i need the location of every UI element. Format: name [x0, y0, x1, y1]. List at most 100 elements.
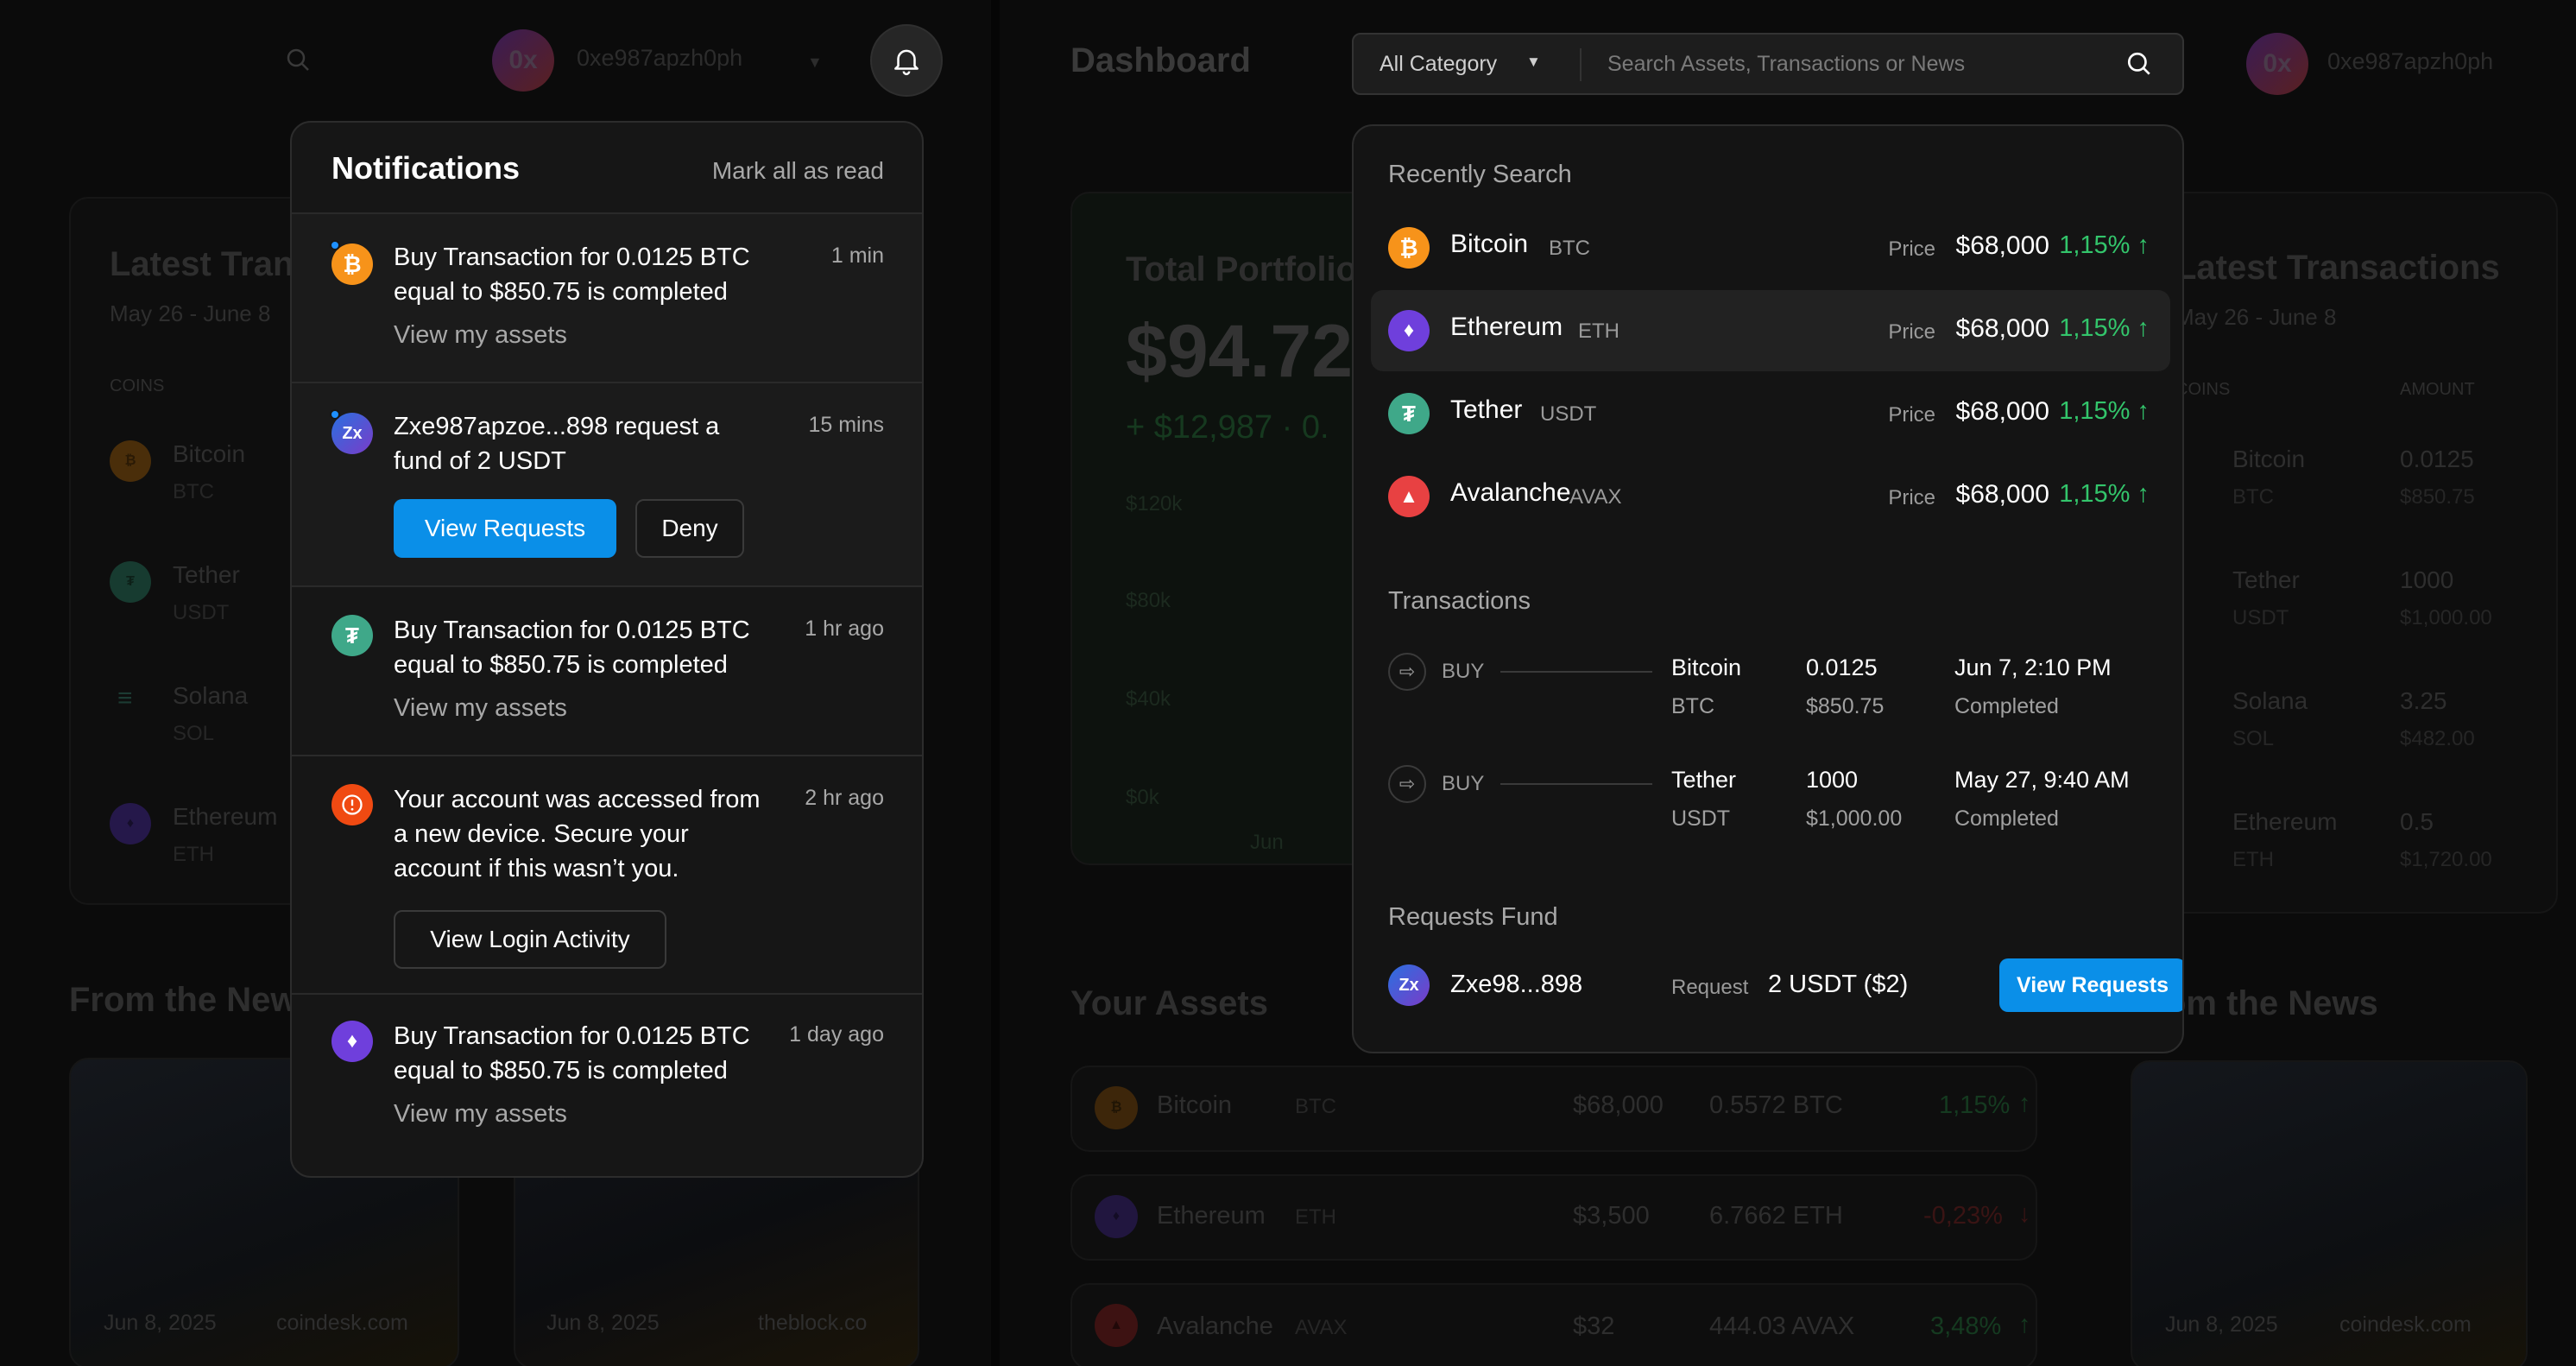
news-source: theblock.co	[758, 1311, 868, 1335]
view-assets-link[interactable]: View my assets	[394, 321, 567, 349]
wallet-address[interactable]: 0xe987apzh0ph	[2327, 48, 2494, 74]
coin-usd: $1,720.00	[2400, 848, 2492, 871]
request-label: Request	[1671, 976, 1749, 999]
asset-trend-icon: ↑	[2018, 1090, 2031, 1117]
portfolio-value: $94.72	[1126, 310, 1354, 393]
avatar[interactable]: 0x	[492, 29, 554, 92]
coin-amount: 0.5	[2400, 808, 2434, 835]
coin-price: $68,000	[1955, 314, 2049, 343]
transaction-amount: 1000	[1806, 767, 1859, 793]
search-icon[interactable]	[2125, 50, 2153, 78]
unread-dot	[330, 240, 340, 250]
transfer-icon: ⇨	[1388, 653, 1426, 691]
coin-symbol: SOL	[173, 722, 215, 745]
search-icon[interactable]	[285, 47, 311, 73]
bell-button[interactable]	[870, 24, 943, 97]
coin-name: Avalanche	[1450, 478, 1571, 507]
coin-symbol: SOL	[2232, 727, 2275, 750]
chevron-down-icon[interactable]: ▼	[807, 54, 823, 71]
asset-change: -0,23%	[1923, 1202, 2003, 1230]
mark-all-read-link[interactable]: Mark all as read	[711, 157, 884, 184]
coin-price: $68,000	[1955, 397, 2049, 426]
coin-name: Tether	[2232, 566, 2300, 593]
recent-search-item[interactable]: ▲ Avalanche AVAX Price $68,000 1,15% ↑	[1371, 456, 2170, 537]
bitcoin-icon: ₿	[1095, 1086, 1138, 1129]
coin-name: Bitcoin	[173, 440, 246, 467]
price-label: Price	[1888, 486, 1935, 509]
coin-name: Tether	[1450, 395, 1523, 424]
transaction-date: Jun 7, 2:10 PM	[1954, 655, 2112, 680]
notification-item[interactable]: ₮ Buy Transaction for 0.0125 BTC equal t…	[292, 585, 922, 755]
y-tick: $0k	[1126, 786, 1159, 809]
view-assets-link[interactable]: View my assets	[394, 694, 567, 722]
y-tick: $80k	[1126, 589, 1171, 612]
coin-symbol: USDT	[173, 601, 230, 624]
notification-text: Your account was accessed from a new dev…	[394, 786, 761, 882]
transaction-item[interactable]: ⇨ BUY Bitcoin BTC 0.0125 $850.75 Jun 7, …	[1388, 653, 2156, 748]
recent-search-item[interactable]: ₮ Tether USDT Price $68,000 1,15% ↑	[1371, 373, 2170, 454]
notification-item[interactable]: ♦ Buy Transaction for 0.0125 BTC equal t…	[292, 993, 922, 1176]
wallet-address[interactable]: 0xe987apzh0ph	[577, 45, 743, 71]
notification-item[interactable]: Your account was accessed from a new dev…	[292, 755, 922, 993]
coin-change: 1,15% ↑	[2059, 314, 2150, 342]
avatar[interactable]: 0x	[2246, 33, 2308, 95]
search-bar: All Category ▼ Search Assets, Transactio…	[1352, 33, 2184, 95]
price-label: Price	[1888, 403, 1935, 427]
coin-amount: 0.0125	[2400, 446, 2474, 472]
category-dropdown[interactable]: All Category ▼	[1354, 35, 1582, 93]
column-coins: COINS	[110, 376, 165, 395]
news-date: Jun 8, 2025	[546, 1311, 660, 1335]
view-login-activity-button[interactable]: View Login Activity	[394, 910, 666, 969]
recent-search-item[interactable]: ₿ Bitcoin BTC Price $68,000 1,15% ↑	[1371, 207, 2170, 288]
coin-amount: 3.25	[2400, 687, 2447, 714]
ethereum-icon: ♦	[331, 1021, 373, 1062]
asset-holding: 444.03 AVAX	[1709, 1312, 1855, 1340]
search-divider	[1580, 48, 1582, 81]
connector-line	[1500, 783, 1652, 785]
transaction-usd: $850.75	[1806, 694, 1885, 718]
connector-line	[1500, 671, 1652, 673]
assets-title: Your Assets	[1070, 984, 1268, 1022]
asset-row[interactable]	[1070, 1283, 2037, 1366]
solana-icon: ≡	[117, 684, 133, 712]
coin-symbol: BTC	[173, 480, 214, 503]
view-requests-button[interactable]: View Requests	[394, 499, 616, 558]
coin-symbol: ETH	[173, 843, 214, 866]
ethereum-icon: ♦	[1388, 310, 1430, 351]
recent-search-item[interactable]: ♦ Ethereum ETH Price $68,000 1,15% ↑	[1371, 290, 2170, 371]
coin-usd: $1,000.00	[2400, 606, 2492, 629]
avalanche-icon: ▲	[1388, 476, 1430, 517]
request-item[interactable]: Zx Zxe98...898 Request 2 USDT ($2) View …	[1388, 955, 2182, 1015]
transaction-status: Completed	[1954, 806, 2059, 831]
notification-item[interactable]: Zx Zxe987apzoe...898 request a fund of 2…	[292, 382, 922, 585]
bell-icon	[894, 49, 919, 76]
coin-name: Tether	[173, 561, 240, 588]
asset-trend-icon: ↓	[2018, 1200, 2031, 1228]
view-assets-link[interactable]: View my assets	[394, 1100, 567, 1128]
tether-icon: ₮	[331, 615, 373, 656]
coin-name: Bitcoin	[1450, 230, 1529, 258]
news-card[interactable]	[2131, 1060, 2528, 1366]
asset-row[interactable]	[1070, 1066, 2037, 1152]
notification-time: 2 hr ago	[805, 786, 884, 810]
caret-down-icon: ▼	[1526, 54, 1541, 70]
view-requests-button[interactable]: View Requests	[1999, 958, 2182, 1012]
asset-row[interactable]	[1070, 1174, 2037, 1261]
coin-symbol: ETH	[2232, 848, 2274, 871]
deny-button[interactable]: Deny	[635, 499, 744, 558]
search-input[interactable]: Search Assets, Transactions or News	[1607, 52, 1966, 76]
transaction-coin: Tether	[1671, 767, 1737, 793]
asset-symbol: AVAX	[1295, 1316, 1348, 1339]
page-title: Dashboard	[1070, 41, 1251, 79]
transaction-symbol: BTC	[1671, 694, 1714, 718]
tether-icon: ₮	[1388, 393, 1430, 434]
transaction-usd: $1,000.00	[1806, 806, 1903, 831]
notification-item[interactable]: ₿ Buy Transaction for 0.0125 BTC equal t…	[292, 212, 922, 382]
asset-price: $32	[1573, 1312, 1615, 1340]
notification-time: 15 mins	[808, 413, 884, 437]
notifications-panel: Notifications Mark all as read ₿ Buy Tra…	[290, 121, 924, 1178]
transaction-type: BUY	[1442, 660, 1485, 683]
request-amount: 2 USDT ($2)	[1768, 971, 1909, 998]
news-title: From the New	[69, 981, 298, 1019]
transaction-item[interactable]: ⇨ BUY Tether USDT 1000 $1,000.00 May 27,…	[1388, 765, 2156, 860]
